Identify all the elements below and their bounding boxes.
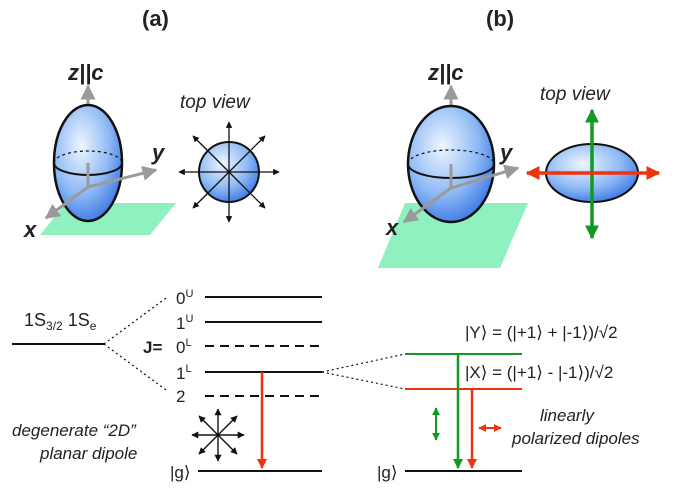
ground-label-left: |g⟩ <box>170 463 191 482</box>
level-0L-label: 0L <box>176 337 192 357</box>
top-view-label-a: top view <box>180 92 251 113</box>
level-1L-label: 1L <box>176 363 192 383</box>
panel-b: (b) z||c y x top view <box>378 6 661 268</box>
linear-label-2: polarized dipoles <box>511 429 640 448</box>
energy-diagram: 1S3/2 1Se 0U 1U J= 0L 1L 2 |g⟩ <box>12 288 640 482</box>
star-arrows-icon <box>191 408 245 462</box>
state-X-label: |X⟩ = (|+1⟩ - |-1⟩)/√2 <box>465 363 613 382</box>
radial-arrows-a <box>178 121 280 223</box>
j-label: J= <box>143 338 162 357</box>
axis-z-label-b: z||c <box>427 60 464 85</box>
left-state-label: 1S3/2 1Se <box>24 310 97 333</box>
axis-y-label-a: y <box>151 140 166 165</box>
panel-a-label: (a) <box>142 6 169 31</box>
level-1U-label: 1U <box>176 313 193 333</box>
degenerate-label-2: planar dipole <box>39 444 137 463</box>
axis-x-label-a: x <box>23 217 37 242</box>
y-axis-a <box>87 165 158 189</box>
y-axis-b <box>450 164 520 190</box>
panel-b-label: (b) <box>486 6 514 31</box>
ground-label-right: |g⟩ <box>377 463 398 482</box>
equator-back-a <box>53 150 123 164</box>
state-Y-label: |Y⟩ = (|+1⟩ + |-1⟩)/√2 <box>465 323 618 342</box>
x-axis-b <box>402 186 452 224</box>
split-line-top <box>321 353 406 373</box>
equator-back-b <box>407 149 495 165</box>
panel-a: (a) z||c y x top view <box>23 6 280 242</box>
linear-label-1: linearly <box>540 406 595 425</box>
axis-y-label-b: y <box>499 140 514 165</box>
level-0U-label: 0U <box>176 288 193 308</box>
level-2-label: 2 <box>176 387 185 406</box>
split-line-bottom <box>321 371 406 390</box>
degenerate-label-1: degenerate “2D” <box>12 421 137 440</box>
axis-z-label-a: z||c <box>67 60 104 85</box>
axis-x-label-b: x <box>385 215 399 240</box>
top-view-label-b: top view <box>540 84 611 105</box>
x-axis-a <box>44 185 89 220</box>
